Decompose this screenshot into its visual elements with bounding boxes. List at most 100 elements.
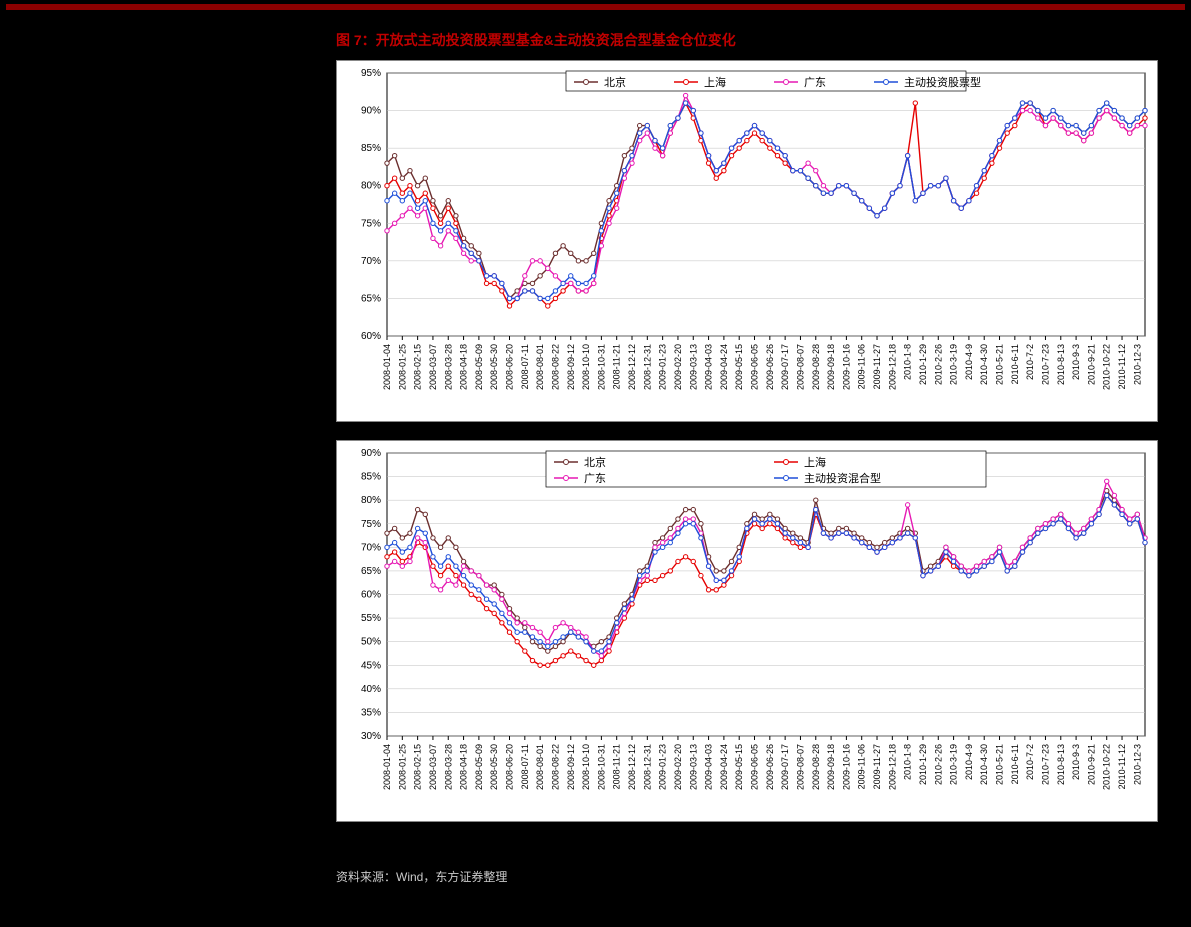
svg-text:90%: 90% xyxy=(361,448,381,459)
svg-text:2008-02-15: 2008-02-15 xyxy=(413,744,423,790)
svg-text:北京: 北京 xyxy=(584,455,606,469)
svg-text:2008-02-15: 2008-02-15 xyxy=(413,344,423,390)
svg-text:2010-7-23: 2010-7-23 xyxy=(1040,744,1050,785)
svg-text:70%: 70% xyxy=(361,542,381,553)
svg-text:65%: 65% xyxy=(361,293,381,304)
svg-text:2009-09-18: 2009-09-18 xyxy=(826,744,836,790)
svg-text:北京: 北京 xyxy=(604,75,626,89)
svg-text:2009-06-05: 2009-06-05 xyxy=(750,344,760,390)
svg-text:2008-09-12: 2008-09-12 xyxy=(566,344,576,390)
svg-text:2010-7-23: 2010-7-23 xyxy=(1040,344,1050,385)
svg-text:2009-02-20: 2009-02-20 xyxy=(673,344,683,390)
svg-text:35%: 35% xyxy=(361,707,381,718)
svg-text:2010-12-3: 2010-12-3 xyxy=(1132,344,1142,385)
svg-text:2010-4-30: 2010-4-30 xyxy=(979,744,989,785)
svg-text:2009-04-03: 2009-04-03 xyxy=(704,744,714,790)
svg-text:2010-7-2: 2010-7-2 xyxy=(1025,744,1035,780)
svg-text:2010-1-29: 2010-1-29 xyxy=(918,744,928,785)
svg-text:2010-12-3: 2010-12-3 xyxy=(1132,744,1142,785)
svg-text:2008-05-30: 2008-05-30 xyxy=(489,344,499,390)
svg-text:60%: 60% xyxy=(361,590,381,601)
svg-text:2010-5-21: 2010-5-21 xyxy=(995,744,1005,785)
chart-equity: 60%65%70%75%80%85%90%95%2008-01-042008-0… xyxy=(336,60,1158,422)
svg-text:2009-03-13: 2009-03-13 xyxy=(688,744,698,790)
svg-text:2010-4-9: 2010-4-9 xyxy=(964,344,974,380)
svg-text:2009-06-26: 2009-06-26 xyxy=(765,744,775,790)
svg-text:55%: 55% xyxy=(361,613,381,624)
svg-text:2010-11-12: 2010-11-12 xyxy=(1117,344,1127,389)
svg-text:2009-07-17: 2009-07-17 xyxy=(780,344,790,390)
svg-text:2008-10-10: 2008-10-10 xyxy=(581,344,591,390)
svg-text:2008-10-10: 2008-10-10 xyxy=(581,744,591,790)
svg-text:2008-08-22: 2008-08-22 xyxy=(550,344,560,390)
svg-text:2008-10-31: 2008-10-31 xyxy=(596,744,606,790)
figure-title: 图 7：开放式主动投资股票型基金&主动投资混合型基金仓位变化 xyxy=(336,30,736,50)
svg-text:2008-12-31: 2008-12-31 xyxy=(642,344,652,390)
svg-text:2010-8-13: 2010-8-13 xyxy=(1056,344,1066,385)
svg-text:2008-03-28: 2008-03-28 xyxy=(443,344,453,390)
svg-text:50%: 50% xyxy=(361,637,381,648)
svg-text:40%: 40% xyxy=(361,684,381,695)
svg-text:2009-11-06: 2009-11-06 xyxy=(857,744,867,789)
svg-text:2008-01-04: 2008-01-04 xyxy=(382,744,392,790)
svg-text:45%: 45% xyxy=(361,660,381,671)
svg-text:2008-01-25: 2008-01-25 xyxy=(397,344,407,390)
svg-text:2010-10-22: 2010-10-22 xyxy=(1102,744,1112,790)
svg-text:75%: 75% xyxy=(361,218,381,229)
svg-text:主动投资股票型: 主动投资股票型 xyxy=(904,75,981,89)
svg-text:2010-5-21: 2010-5-21 xyxy=(995,344,1005,385)
svg-text:2010-9-3: 2010-9-3 xyxy=(1071,344,1081,380)
svg-text:30%: 30% xyxy=(361,731,381,742)
svg-text:2009-12-18: 2009-12-18 xyxy=(887,744,897,790)
svg-text:2010-1-8: 2010-1-8 xyxy=(903,344,913,380)
svg-text:2008-05-09: 2008-05-09 xyxy=(474,744,484,790)
svg-text:90%: 90% xyxy=(361,106,381,117)
svg-text:2009-08-28: 2009-08-28 xyxy=(811,744,821,790)
svg-text:2009-10-16: 2009-10-16 xyxy=(841,744,851,790)
svg-text:2009-04-24: 2009-04-24 xyxy=(719,744,729,790)
svg-text:2009-08-07: 2009-08-07 xyxy=(795,344,805,390)
svg-text:2008-01-25: 2008-01-25 xyxy=(397,744,407,790)
svg-text:85%: 85% xyxy=(361,143,381,154)
svg-text:80%: 80% xyxy=(361,495,381,506)
svg-text:2010-7-2: 2010-7-2 xyxy=(1025,344,1035,380)
svg-text:2010-2-26: 2010-2-26 xyxy=(933,344,943,385)
svg-text:2009-03-13: 2009-03-13 xyxy=(688,344,698,390)
svg-text:2010-9-21: 2010-9-21 xyxy=(1086,744,1096,785)
svg-text:2009-11-27: 2009-11-27 xyxy=(872,344,882,389)
svg-text:2009-07-17: 2009-07-17 xyxy=(780,744,790,790)
svg-text:2008-08-22: 2008-08-22 xyxy=(550,744,560,790)
svg-text:2008-05-30: 2008-05-30 xyxy=(489,744,499,790)
svg-text:2008-07-11: 2008-07-11 xyxy=(520,344,530,389)
svg-text:2008-04-18: 2008-04-18 xyxy=(459,344,469,390)
svg-text:2008-10-31: 2008-10-31 xyxy=(596,344,606,390)
svg-text:主动投资混合型: 主动投资混合型 xyxy=(804,471,881,485)
svg-text:2008-09-12: 2008-09-12 xyxy=(566,744,576,790)
svg-text:60%: 60% xyxy=(361,331,381,342)
svg-text:2010-6-11: 2010-6-11 xyxy=(1010,344,1020,384)
svg-text:2009-10-16: 2009-10-16 xyxy=(841,344,851,390)
svg-text:85%: 85% xyxy=(361,472,381,483)
svg-text:2008-07-11: 2008-07-11 xyxy=(520,744,530,789)
svg-text:2009-01-23: 2009-01-23 xyxy=(658,344,668,390)
svg-text:2009-08-28: 2009-08-28 xyxy=(811,344,821,390)
svg-text:上海: 上海 xyxy=(804,455,826,469)
svg-text:2009-05-15: 2009-05-15 xyxy=(734,744,744,790)
svg-text:2008-04-18: 2008-04-18 xyxy=(459,744,469,790)
svg-text:2009-01-23: 2009-01-23 xyxy=(658,744,668,790)
svg-text:2008-08-01: 2008-08-01 xyxy=(535,344,545,390)
svg-text:65%: 65% xyxy=(361,566,381,577)
svg-text:2009-11-06: 2009-11-06 xyxy=(857,344,867,389)
svg-text:2009-04-24: 2009-04-24 xyxy=(719,344,729,390)
svg-text:广东: 广东 xyxy=(584,472,606,485)
svg-text:2008-12-12: 2008-12-12 xyxy=(627,744,637,790)
svg-text:2009-11-27: 2009-11-27 xyxy=(872,744,882,789)
svg-text:2009-06-26: 2009-06-26 xyxy=(765,344,775,390)
svg-text:上海: 上海 xyxy=(704,75,726,89)
svg-text:2008-12-12: 2008-12-12 xyxy=(627,344,637,390)
svg-text:2008-11-21: 2008-11-21 xyxy=(612,344,622,389)
svg-text:2009-04-03: 2009-04-03 xyxy=(704,344,714,390)
header-bar xyxy=(6,4,1185,10)
svg-text:2010-10-22: 2010-10-22 xyxy=(1102,344,1112,390)
svg-text:2009-06-05: 2009-06-05 xyxy=(750,744,760,790)
